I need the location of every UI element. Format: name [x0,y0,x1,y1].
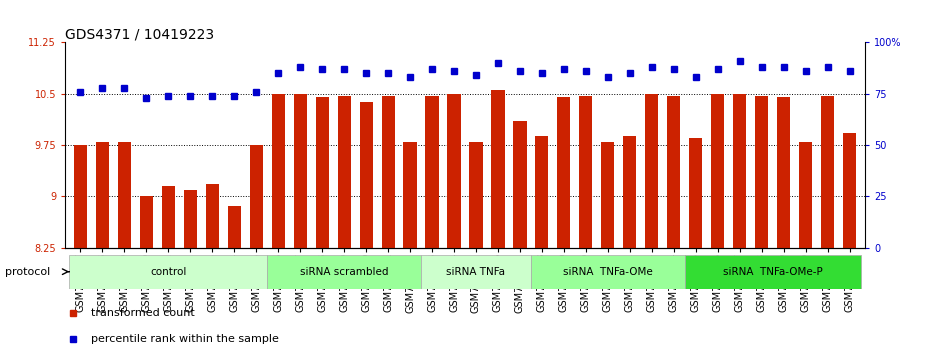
Bar [73,145,87,248]
Bar [579,96,592,248]
Text: GDS4371 / 10419223: GDS4371 / 10419223 [65,27,214,41]
Text: siRNA  TNFa-OMe: siRNA TNFa-OMe [563,267,653,277]
Bar [645,94,658,248]
Bar [733,94,746,248]
Bar [799,142,812,248]
Bar [267,255,421,289]
Text: percentile rank within the sample: percentile rank within the sample [91,334,279,344]
Bar [206,184,219,248]
Bar [711,94,724,248]
Bar [315,97,329,248]
Bar [843,133,857,248]
Bar [513,121,526,248]
Bar [777,97,790,248]
Bar [491,90,505,248]
Bar [404,142,417,248]
Bar [557,97,570,248]
Bar [684,255,860,289]
Bar [821,96,834,248]
Bar [381,96,394,248]
Bar [447,94,460,248]
Bar [531,255,684,289]
Bar [623,136,636,248]
Bar [249,145,263,248]
Bar [421,255,531,289]
Bar [96,142,109,248]
Bar [601,142,615,248]
Bar [70,255,267,289]
Bar [667,96,681,248]
Bar [425,96,439,248]
Bar [470,142,483,248]
Bar [689,138,702,248]
Text: protocol: protocol [5,267,50,277]
Text: siRNA scrambled: siRNA scrambled [299,267,389,277]
Bar [536,136,549,248]
Bar [184,190,197,248]
Text: transformed count: transformed count [91,308,194,318]
Bar [755,96,768,248]
Bar [162,186,175,248]
Bar [294,94,307,248]
Bar [360,102,373,248]
Text: siRNA TNFa: siRNA TNFa [446,267,506,277]
Bar [272,94,285,248]
Text: control: control [150,267,187,277]
Bar [228,206,241,248]
Bar [118,142,131,248]
Bar [140,196,153,248]
Bar [338,96,351,248]
Text: siRNA  TNFa-OMe-P: siRNA TNFa-OMe-P [723,267,822,277]
